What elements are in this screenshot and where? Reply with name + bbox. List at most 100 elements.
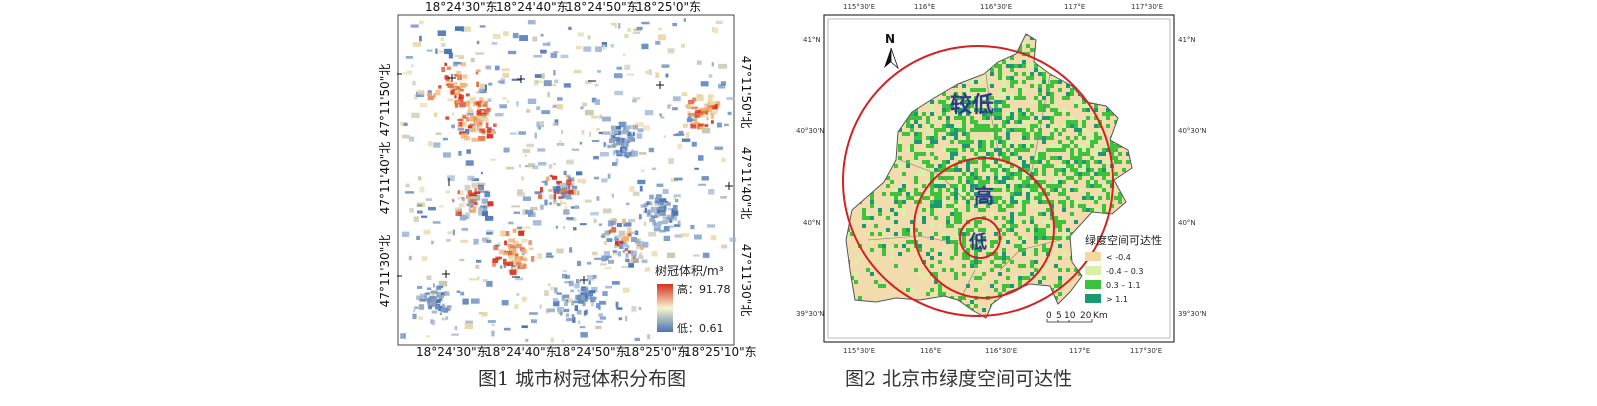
- canopy-patch: [692, 100, 695, 103]
- canopy-patch: [648, 147, 654, 153]
- green-pixel: [970, 128, 974, 132]
- green-pixel: [1038, 72, 1042, 76]
- green-pixel: [998, 164, 1002, 168]
- green-pixel: [1010, 64, 1014, 68]
- canopy-patch: [443, 152, 451, 158]
- green-pixel: [878, 232, 882, 236]
- green-pixel: [1026, 52, 1030, 56]
- green-pixel: [982, 164, 986, 168]
- canopy-patch: [492, 258, 499, 263]
- canopy-patch: [644, 221, 647, 226]
- green-pixel: [1062, 96, 1066, 100]
- green-pixel: [1058, 148, 1062, 152]
- canopy-patch: [486, 240, 492, 243]
- canopy-patch: [640, 245, 644, 250]
- green-pixel: [1082, 172, 1086, 176]
- canopy-patch: [484, 84, 487, 91]
- green-pixel: [946, 124, 950, 128]
- canopy-patch: [632, 124, 638, 130]
- canopy-patch: [657, 202, 663, 206]
- canopy-patch: [468, 99, 475, 105]
- canopy-patch: [555, 225, 558, 229]
- canopy-patch: [678, 130, 684, 134]
- green-pixel: [1026, 196, 1030, 200]
- canopy-patch: [708, 100, 716, 106]
- canopy-patch: [509, 258, 516, 262]
- canopy-top-tick: 18°24'50"东: [566, 0, 639, 14]
- canopy-patch: [688, 99, 694, 105]
- canopy-patch: [442, 137, 448, 141]
- canopy-patch: [625, 315, 628, 322]
- green-pixel: [870, 216, 874, 220]
- green-pixel: [902, 244, 906, 248]
- green-pixel: [1046, 228, 1050, 232]
- green-pixel: [1018, 180, 1022, 184]
- canopy-patch: [704, 124, 709, 128]
- canopy-patch: [540, 33, 544, 37]
- green-pixel: [890, 216, 894, 220]
- canopy-bottom-tick: 18°24'50"东: [555, 345, 628, 359]
- canopy-patch: [615, 301, 619, 308]
- canopy-patch: [527, 163, 535, 168]
- canopy-patch: [400, 121, 405, 126]
- green-pixel: [878, 284, 882, 288]
- green-pixel: [942, 160, 946, 164]
- green-pixel: [1074, 160, 1078, 164]
- green-pixel: [938, 200, 942, 204]
- canopy-patch: [714, 146, 723, 150]
- canopy-patch: [660, 116, 665, 119]
- green-pixel: [1122, 168, 1126, 172]
- canopy-patch: [612, 162, 618, 166]
- green-pixel: [1054, 80, 1058, 84]
- green-pixel: [1058, 180, 1062, 184]
- canopy-patch: [522, 196, 532, 201]
- canopy-patch: [661, 64, 670, 68]
- green-pixel: [954, 124, 958, 128]
- green-pixel: [1038, 236, 1042, 240]
- green-pixel: [1046, 116, 1050, 120]
- green-pixel: [1062, 236, 1066, 240]
- canopy-patch: [568, 280, 574, 287]
- green-pixel: [974, 204, 978, 208]
- green-pixel: [1094, 148, 1098, 152]
- green-pixel: [938, 116, 942, 120]
- green-pixel: [1106, 124, 1110, 128]
- green-pixel: [1018, 160, 1022, 164]
- canopy-patch: [631, 150, 638, 157]
- green-pixel: [930, 108, 934, 112]
- canopy-patch: [499, 265, 503, 269]
- legend-item-label: > 1.1: [1106, 295, 1128, 304]
- canopy-patch: [447, 98, 454, 102]
- green-pixel: [1010, 84, 1014, 88]
- canopy-patch: [627, 136, 634, 141]
- green-pixel: [982, 108, 986, 112]
- green-pixel: [1018, 188, 1022, 192]
- green-pixel: [1066, 160, 1070, 164]
- green-pixel: [898, 192, 902, 196]
- canopy-patch: [665, 201, 669, 204]
- green-pixel: [1070, 176, 1074, 180]
- green-pixel: [1042, 248, 1046, 252]
- green-pixel: [938, 196, 942, 200]
- canopy-patch: [596, 127, 600, 131]
- canopy-patch: [457, 128, 465, 131]
- green-pixel: [1086, 116, 1090, 120]
- canopy-patch: [554, 79, 559, 84]
- green-pixel: [954, 184, 958, 188]
- outer-ring: [842, 45, 1114, 317]
- canopy-patch: [561, 130, 564, 134]
- canopy-patch: [412, 313, 417, 320]
- green-pixel: [1006, 120, 1010, 124]
- green-pixel: [910, 116, 914, 120]
- green-pixel: [1022, 60, 1026, 64]
- green-pixel: [970, 148, 974, 152]
- green-pixel: [998, 196, 1002, 200]
- canopy-patch: [510, 250, 517, 255]
- canopy-patch: [465, 160, 474, 166]
- canopy-patch: [696, 60, 702, 65]
- canopy-patch: [519, 263, 527, 269]
- canopy-patch: [525, 209, 534, 215]
- green-pixel: [954, 128, 958, 132]
- canopy-patch: [571, 185, 578, 190]
- canopy-patch: [614, 237, 618, 241]
